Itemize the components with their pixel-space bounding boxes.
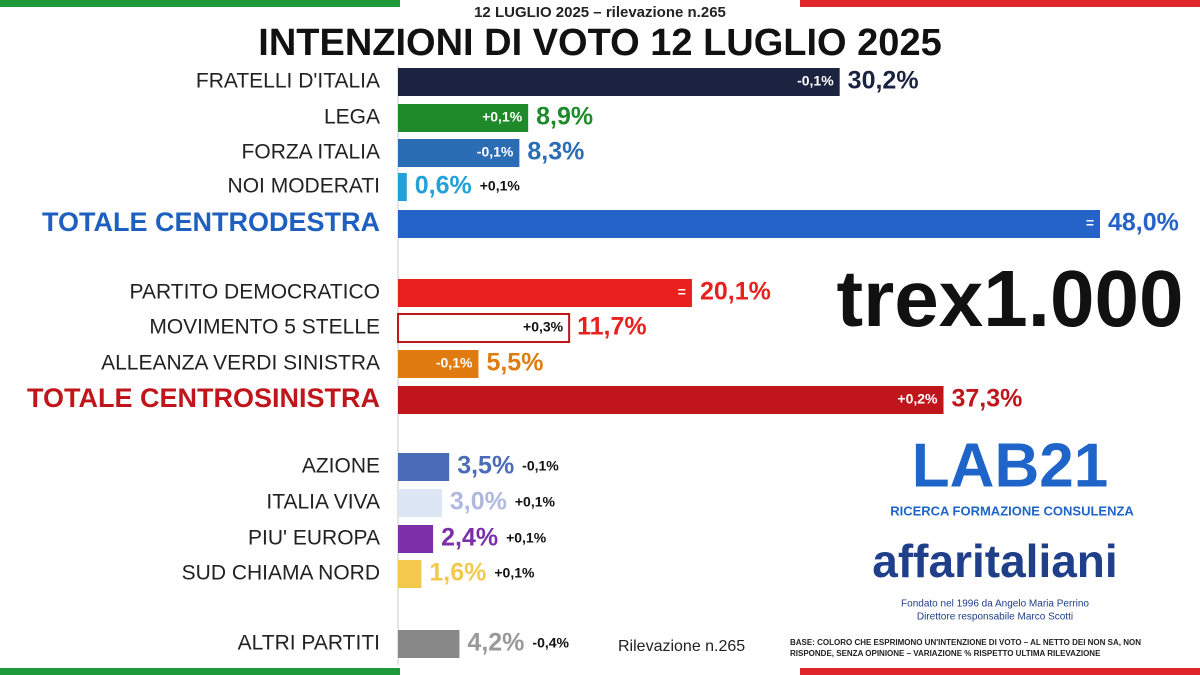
bar bbox=[398, 489, 442, 517]
value-label: 1,6% bbox=[429, 559, 486, 587]
change-label: = bbox=[1086, 215, 1094, 231]
bar bbox=[397, 313, 571, 343]
bar bbox=[398, 279, 692, 307]
value-label: 5,5% bbox=[486, 349, 543, 377]
category-label: NOI MODERATI bbox=[228, 175, 380, 198]
change-label: +0,1% bbox=[494, 565, 535, 581]
bar bbox=[398, 560, 422, 588]
bar bbox=[398, 210, 1100, 238]
founded-note: Fondato nel 1996 da Angelo Maria Perrino bbox=[901, 599, 1089, 610]
bar bbox=[398, 68, 840, 96]
bar bbox=[398, 104, 529, 132]
value-label: 2,4% bbox=[441, 524, 498, 552]
value-label: 30,2% bbox=[848, 67, 919, 95]
category-label: ITALIA VIVA bbox=[266, 491, 380, 514]
category-label: ALTRI PARTITI bbox=[238, 632, 380, 655]
value-label: 4,2% bbox=[467, 629, 524, 657]
logo-lab21-sub: RICERCA FORMAZIONE CONSULENZA bbox=[890, 503, 1134, 518]
change-label: +0,1% bbox=[515, 494, 556, 510]
category-label: ALLEANZA VERDI SINISTRA bbox=[101, 352, 380, 375]
change-label: -0,1% bbox=[522, 458, 559, 474]
value-label: 8,9% bbox=[536, 103, 593, 131]
change-label: +0,1% bbox=[506, 530, 547, 546]
flag-stripe bbox=[0, 668, 400, 675]
category-label: FRATELLI D'ITALIA bbox=[196, 70, 380, 93]
value-label: 20,1% bbox=[700, 278, 771, 306]
bar bbox=[398, 453, 450, 481]
change-label: -0,1% bbox=[477, 144, 514, 160]
change-label: +0,1% bbox=[482, 109, 523, 125]
base-note: RISPONDE, SENZA OPINIONE – VARIAZIONE % … bbox=[790, 649, 1101, 658]
base-note: BASE: COLORO CHE ESPRIMONO UN'INTENZIONE… bbox=[790, 638, 1141, 647]
bar bbox=[398, 525, 434, 553]
category-label: LEGA bbox=[324, 106, 380, 129]
change-label: +0,1% bbox=[480, 178, 521, 194]
change-label: = bbox=[678, 284, 686, 300]
director-note: Direttore responsabile Marco Scotti bbox=[917, 612, 1073, 623]
bar bbox=[398, 139, 520, 167]
value-label: 3,5% bbox=[457, 452, 514, 480]
bar bbox=[398, 350, 479, 378]
category-label: PARTITO DEMOCRATICO bbox=[130, 281, 380, 304]
category-label: FORZA ITALIA bbox=[242, 141, 380, 164]
bar bbox=[398, 386, 944, 414]
change-label: +0,2% bbox=[897, 391, 938, 407]
category-label: TOTALE CENTRODESTRA bbox=[42, 207, 380, 237]
logo-lab21: LAB21 bbox=[912, 431, 1108, 500]
category-label: MOVIMENTO 5 STELLE bbox=[149, 316, 380, 339]
survey-label: Rilevazione n.265 bbox=[618, 638, 745, 655]
category-label: SUD CHIAMA NORD bbox=[182, 562, 380, 585]
change-label: +0,3% bbox=[523, 319, 564, 335]
flag-stripe bbox=[0, 0, 400, 7]
value-label: 37,3% bbox=[952, 385, 1023, 413]
logo-trex: trex1.000 bbox=[837, 254, 1184, 343]
category-label: TOTALE CENTROSINISTRA bbox=[27, 383, 380, 413]
category-label: AZIONE bbox=[302, 455, 380, 478]
change-label: -0,4% bbox=[532, 635, 569, 651]
date-line: 12 LUGLIO 2025 – rilevazione n.265 bbox=[474, 4, 726, 21]
bar bbox=[398, 173, 407, 201]
flag-stripe bbox=[800, 668, 1200, 675]
bar bbox=[398, 630, 460, 658]
value-label: 0,6% bbox=[415, 172, 472, 200]
chart-title: INTENZIONI DI VOTO 12 LUGLIO 2025 bbox=[258, 22, 941, 64]
change-label: -0,1% bbox=[436, 355, 473, 371]
value-label: 48,0% bbox=[1108, 209, 1179, 237]
change-label: -0,1% bbox=[797, 73, 834, 89]
value-label: 11,7% bbox=[577, 313, 647, 341]
value-label: 8,3% bbox=[527, 138, 584, 166]
flag-stripe bbox=[800, 0, 1200, 7]
category-label: PIU' EUROPA bbox=[248, 527, 380, 550]
value-label: 3,0% bbox=[450, 488, 507, 516]
logo-affaritaliani: affaritaliani bbox=[872, 535, 1117, 587]
